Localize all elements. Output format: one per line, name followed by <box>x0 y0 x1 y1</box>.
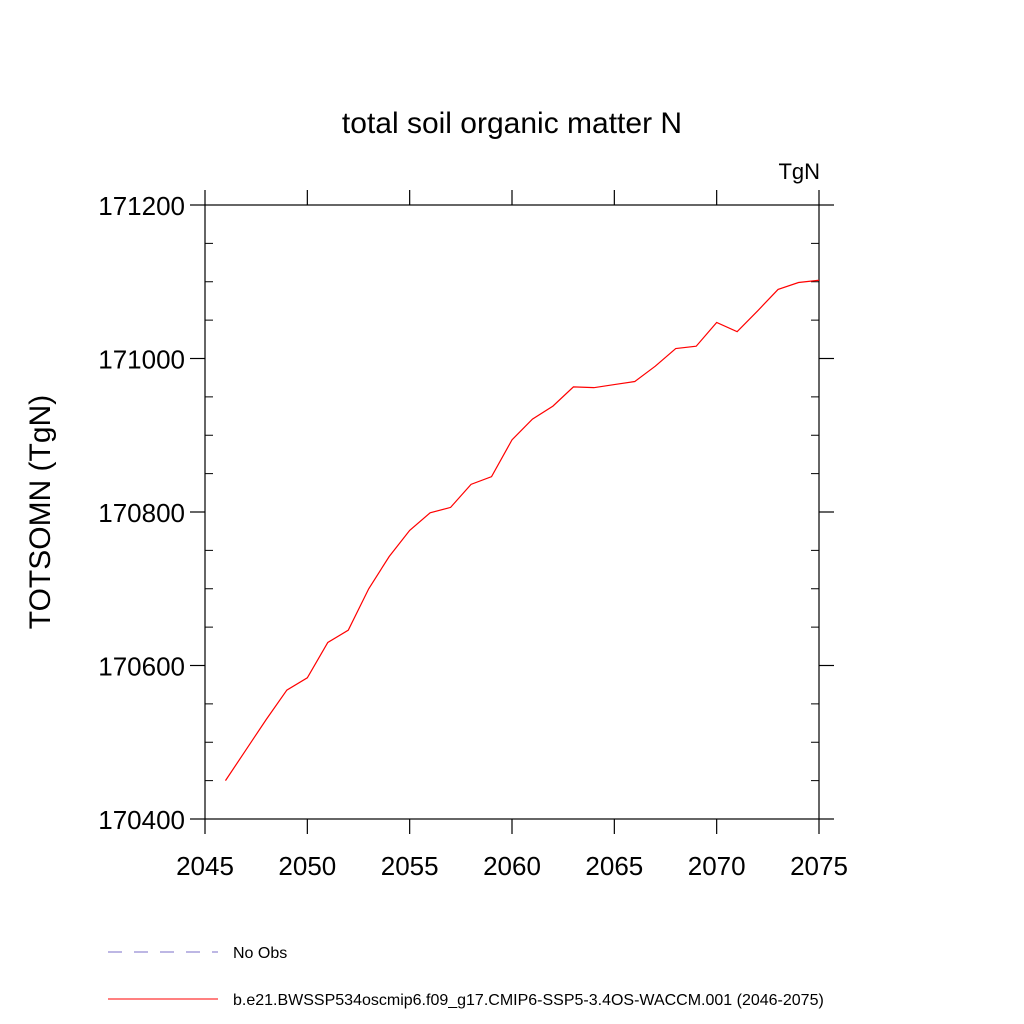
x-tick-label: 2060 <box>483 851 541 881</box>
y-tick-labels: 170400 170600 170800 171000 171200 <box>98 191 185 835</box>
series-layer <box>224 279 820 781</box>
y-tick-label: 170600 <box>98 652 185 682</box>
axis-ticks <box>190 190 834 834</box>
chart-title: total soil organic matter N <box>342 107 682 140</box>
x-tick-label: 2045 <box>176 851 234 881</box>
y-tick-label: 171000 <box>98 345 185 375</box>
plot-frame <box>204 204 820 820</box>
y-axis-label: TOTSOMN (TgN) <box>24 395 57 629</box>
series-line <box>224 279 820 781</box>
y-tick-label: 170800 <box>98 498 185 528</box>
x-tick-label: 2050 <box>278 851 336 881</box>
x-tick-label: 2055 <box>381 851 439 881</box>
x-tick-label: 2065 <box>585 851 643 881</box>
x-tick-label: 2075 <box>790 851 848 881</box>
legend-label: b.e21.BWSSP534oscmip6.f09_g17.CMIP6-SSP5… <box>233 992 824 1009</box>
legend-label: No Obs <box>233 945 287 962</box>
legend: No Obs b.e21.BWSSP534oscmip6.f09_g17.CMIP… <box>108 945 824 1009</box>
x-tick-labels: 2045 2050 2055 2060 2065 2070 2075 <box>176 851 848 881</box>
units-label: TgN <box>778 159 820 184</box>
y-tick-label: 170400 <box>98 805 185 835</box>
y-tick-label: 171200 <box>98 191 185 221</box>
x-tick-label: 2070 <box>688 851 746 881</box>
